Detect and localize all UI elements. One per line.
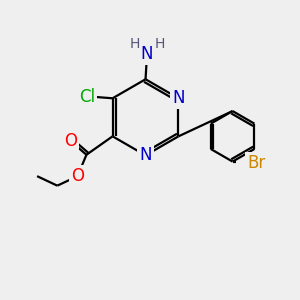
Text: N: N xyxy=(172,89,185,107)
Text: O: O xyxy=(64,132,77,150)
Text: H: H xyxy=(129,37,140,51)
Text: Br: Br xyxy=(248,154,266,172)
Text: H: H xyxy=(154,37,165,51)
Text: O: O xyxy=(71,167,84,185)
Text: N: N xyxy=(139,146,152,164)
Text: N: N xyxy=(141,45,153,63)
Text: Cl: Cl xyxy=(79,88,95,106)
